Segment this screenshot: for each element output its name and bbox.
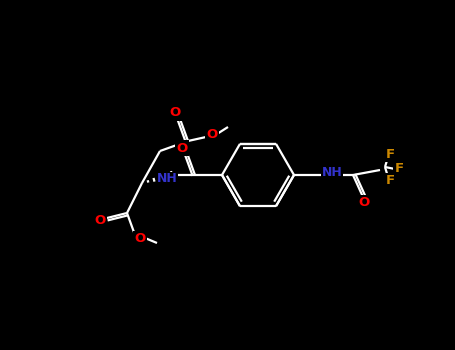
Text: O: O bbox=[94, 215, 106, 228]
Text: F: F bbox=[385, 147, 394, 161]
Text: O: O bbox=[177, 141, 187, 154]
Text: NH: NH bbox=[157, 173, 177, 186]
Text: O: O bbox=[134, 232, 146, 245]
Text: F: F bbox=[385, 175, 394, 188]
Text: O: O bbox=[207, 128, 217, 141]
Text: O: O bbox=[169, 106, 181, 119]
Text: F: F bbox=[394, 162, 404, 175]
Text: NH: NH bbox=[322, 167, 342, 180]
Text: O: O bbox=[359, 196, 369, 210]
